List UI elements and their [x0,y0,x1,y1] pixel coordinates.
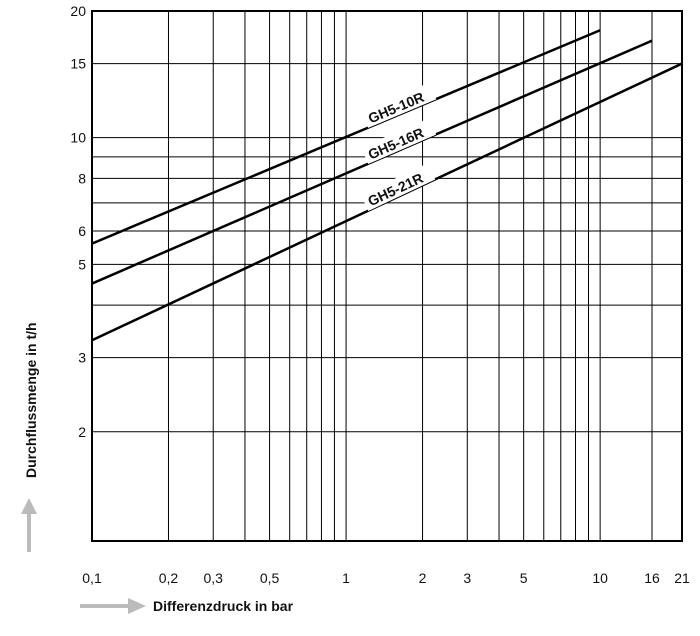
x-tick-label: 0,3 [203,570,223,586]
x-tick-label: 10 [592,570,608,586]
y-tick-label: 6 [78,223,86,239]
y-tick-label: 8 [78,170,86,186]
y-tick-labels: 2 3 5 6 8 10 15 20 [70,3,86,440]
x-tick-label: 0,1 [82,570,102,586]
series-label-background [360,163,436,211]
y-tick-label: 10 [70,130,86,146]
x-tick-label: 0,2 [159,570,179,586]
grid [92,11,682,541]
y-axis-title: Durchflussmenge in t/h [23,322,39,478]
x-tick-label: 21 [674,570,690,586]
series-line-gh5-10r [91,29,601,245]
y-tick-label: 20 [70,3,86,19]
x-tick-label: 0,5 [260,570,280,586]
series-label-background [361,118,437,165]
x-tick-label: 1 [342,570,350,586]
x-axis-arrow-icon [80,598,146,614]
y-tick-label: 2 [78,424,86,440]
x-tick-label: 3 [463,570,471,586]
y-axis-arrow-icon [21,498,37,552]
y-tick-label: 5 [78,256,86,272]
series-label-background [361,82,437,128]
y-tick-label: 15 [70,56,86,72]
plot-frame [91,10,683,542]
x-tick-label: 16 [644,570,660,586]
x-tick-labels: 0,1 0,2 0,3 0,5 1 2 3 5 10 16 21 [82,570,690,586]
x-axis-title: Differenzdruck in bar [153,598,294,614]
x-tick-label: 2 [419,570,427,586]
x-tick-label: 5 [520,570,528,586]
y-tick-label: 3 [78,350,86,366]
